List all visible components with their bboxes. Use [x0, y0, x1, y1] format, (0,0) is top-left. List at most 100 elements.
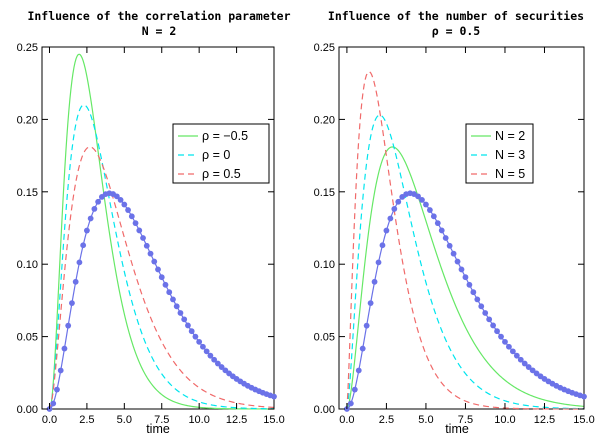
right-series-point [363, 322, 370, 329]
right-series-point [454, 258, 461, 265]
right-legend-label-2: N = 5 [495, 167, 525, 181]
right-legend: N = 2 N = 3 N = 5 [465, 123, 534, 184]
right-series-point [490, 322, 497, 329]
left-series-point [151, 258, 158, 265]
left-series-line-0 [48, 53, 274, 410]
right-series-point [525, 364, 532, 370]
right-series-point [359, 345, 366, 352]
right-y-tick-label: 0.05 [314, 332, 335, 344]
right-series-point [434, 220, 441, 227]
left-legend-label-2: ρ = 0.5 [202, 167, 241, 181]
right-legend-label-1: N = 3 [495, 148, 525, 162]
right-series-point [506, 343, 512, 350]
right-series-line-3 [346, 192, 585, 410]
right-series-point [458, 266, 465, 273]
right-series-point [474, 296, 481, 303]
right-legend-box [465, 123, 534, 184]
right-y-tick-label: 0.15 [314, 187, 335, 199]
left-x-tick-label: 2.5 [79, 414, 94, 426]
right-series-point [367, 300, 374, 306]
left-x-tick-label: 10.0 [188, 414, 209, 426]
left-series-point [95, 198, 102, 205]
left-series-point [177, 310, 184, 316]
right-series-point [371, 278, 378, 285]
left-series-point [69, 300, 75, 306]
left-series-point [188, 328, 195, 335]
right-x-tick-label: 12.5 [534, 414, 555, 426]
right-series-point [509, 348, 516, 355]
left-series-point [143, 242, 150, 249]
left-series-point [117, 197, 124, 203]
left-x-tick-label: 15.0 [263, 414, 284, 426]
left-series-point [87, 215, 94, 222]
right-y-tick-label: 0.10 [314, 259, 335, 271]
right-series-point [430, 213, 437, 220]
right-series-point [351, 386, 358, 393]
left-series-point [121, 201, 128, 208]
left-x-tick-label: 7.5 [154, 414, 169, 426]
left-y-tick-label: 0.25 [17, 42, 38, 54]
left-y-tick-label: 0.00 [17, 404, 38, 416]
left-chart-title: Influence of the correlation parameter [27, 9, 290, 23]
right-x-tick-label: 10.0 [494, 414, 515, 426]
left-series-line-3 [49, 192, 275, 410]
left-series-point [162, 281, 169, 288]
right-series-point [478, 303, 485, 310]
right-x-tick-label: 7.5 [458, 414, 473, 426]
right-series-point [450, 250, 457, 257]
right-series-point [466, 281, 473, 288]
left-series-point [57, 367, 64, 374]
right-series-point [442, 235, 449, 241]
left-series-point [207, 352, 214, 359]
left-series-point [50, 400, 57, 407]
left-series-point [61, 345, 68, 352]
right-series-point [502, 338, 508, 345]
right-series-point [375, 259, 382, 266]
left-series-point [136, 227, 143, 234]
right-series-point [347, 400, 354, 407]
left-series-point [65, 322, 72, 329]
right-series-point [426, 207, 433, 213]
left-x-tick-label: 12.5 [226, 414, 247, 426]
left-series-point [218, 364, 225, 370]
left-series-point [173, 303, 180, 310]
left-ticks: 0.0 2.5 5.0 7.5 10.0 12.5 15.0 0.00 0.05 0.10 0.15… [17, 42, 285, 426]
left-series-point [132, 220, 139, 227]
left-panel: Influence of the correlation parameter N… [17, 9, 291, 436]
left-series-point [84, 227, 90, 234]
right-legend-label-0: N = 2 [495, 129, 525, 143]
left-series-point [155, 266, 161, 273]
right-series-point [387, 215, 394, 222]
left-legend-label-0: ρ = −0.5 [202, 129, 248, 143]
left-series-point [158, 274, 165, 281]
left-series-point [200, 343, 206, 350]
right-plot-frame [338, 46, 585, 410]
right-series-point [581, 393, 587, 400]
left-series-line-2 [48, 146, 275, 410]
right-x-axis-label: time [445, 422, 469, 436]
left-legend-label-1: ρ = 0 [202, 148, 230, 162]
left-x-axis-label: time [146, 422, 170, 436]
right-series-point [470, 289, 477, 296]
right-panel: Influence of the number of securities ρ … [314, 9, 595, 436]
right-x-tick-label: 2.5 [379, 414, 394, 426]
left-series-point [80, 242, 87, 249]
left-series-point [166, 289, 173, 296]
left-x-tick-label: 0.0 [42, 414, 57, 426]
right-x-tick-label: 5.0 [418, 414, 433, 426]
left-chart-subtitle: N = 2 [142, 24, 177, 38]
left-y-tick-label: 0.15 [17, 187, 38, 199]
right-series-point [391, 206, 398, 212]
left-series-point [271, 393, 277, 400]
right-series-point [438, 227, 445, 234]
right-series-point [482, 310, 489, 316]
left-series-point [140, 235, 146, 241]
right-y-tick-label: 0.20 [314, 114, 335, 126]
left-series-point [128, 213, 135, 220]
left-series-point [181, 316, 188, 323]
left-series-point [214, 360, 221, 367]
left-legend: ρ = −0.5 ρ = 0 ρ = 0.5 [172, 123, 270, 184]
right-series-point [521, 360, 528, 367]
right-series-point [355, 367, 362, 374]
